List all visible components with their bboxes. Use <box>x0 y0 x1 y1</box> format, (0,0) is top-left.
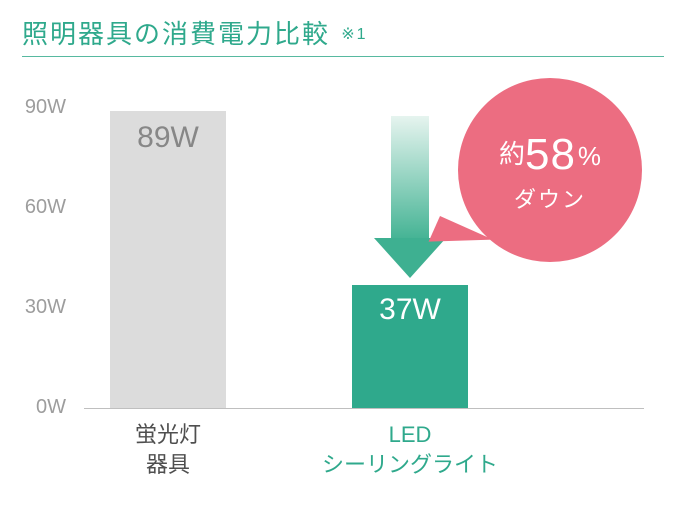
cat-led: LED シーリングライト <box>298 420 522 479</box>
bar-fluorescent: 89W <box>110 111 226 408</box>
chart-title: 照明器具の消費電力比較 ※1 <box>22 14 368 51</box>
title-text: 照明器具の消費電力比較 <box>22 19 330 49</box>
callout-prefix: 約 <box>499 139 525 169</box>
x-axis <box>84 408 644 409</box>
callout-line1: 約58% <box>499 130 601 180</box>
callout-suffix: % <box>578 141 601 171</box>
cat-fluorescent-l2: 器具 <box>146 452 190 477</box>
title-rule <box>22 56 664 57</box>
ytick-60: 60W <box>12 196 66 219</box>
callout-line2: ダウン <box>514 182 586 214</box>
cat-fluorescent-l1: 蛍光灯 <box>135 422 201 447</box>
bar-chart: 90W 60W 30W 0W 89W 37W 約58% ダウン 蛍光灯 器具 L… <box>22 108 664 448</box>
cat-fluorescent: 蛍光灯 器具 <box>82 420 254 479</box>
bar-fluorescent-value: 89W <box>110 121 226 155</box>
ytick-30: 30W <box>12 296 66 319</box>
callout-value: 58 <box>525 130 576 179</box>
callout-badge: 約58% ダウン <box>458 78 642 262</box>
ytick-0: 0W <box>12 396 66 419</box>
cat-led-l1: LED <box>389 422 432 447</box>
down-arrow-stem <box>391 116 429 238</box>
bar-led: 37W <box>352 285 468 408</box>
bar-led-value: 37W <box>352 293 468 327</box>
title-note: ※1 <box>341 26 367 43</box>
cat-led-l2: シーリングライト <box>322 452 498 477</box>
ytick-90: 90W <box>12 96 66 119</box>
